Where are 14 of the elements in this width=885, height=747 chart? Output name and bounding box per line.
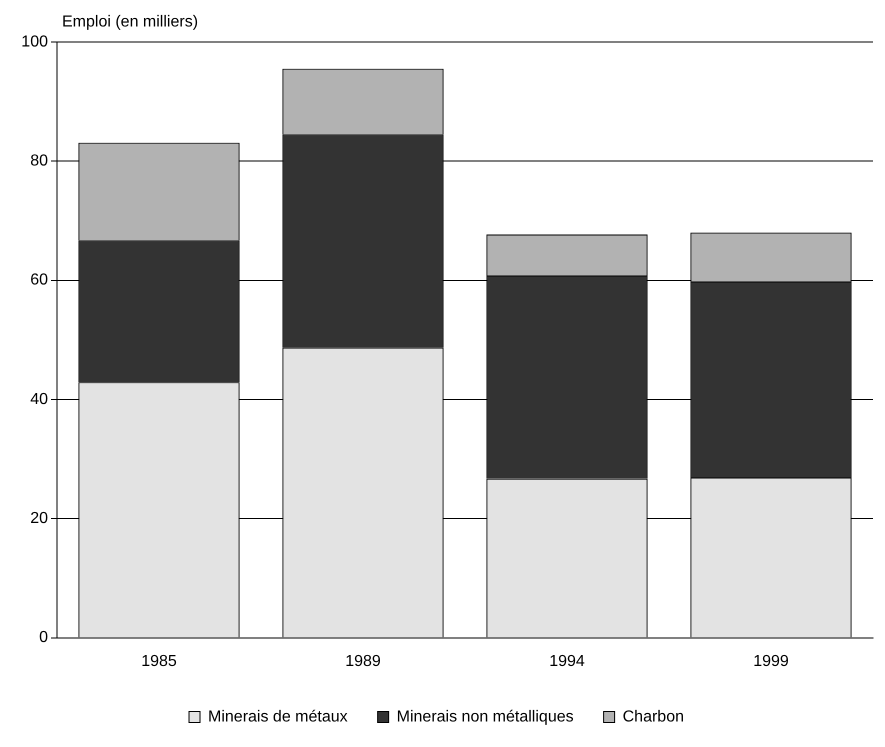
x-tick-label: 1985 (141, 652, 177, 670)
y-axis-title: Emploi (en milliers) (62, 13, 198, 30)
legend-label: Charbon (622, 708, 684, 726)
y-tick-label: 0 (39, 629, 48, 646)
x-tick-label: 1999 (753, 652, 789, 670)
y-tick-label: 40 (30, 390, 48, 408)
legend-label: Minerais de métaux (208, 708, 348, 726)
x-tick-label: 1994 (549, 652, 585, 670)
legend-label: Minerais non métalliques (396, 708, 574, 726)
y-tick-label: 60 (30, 272, 48, 289)
y-tick-label: 100 (21, 33, 48, 50)
x-tick-label: 1989 (345, 652, 381, 670)
y-tick-label: 80 (30, 152, 48, 170)
y-tick-label: 20 (30, 510, 48, 528)
